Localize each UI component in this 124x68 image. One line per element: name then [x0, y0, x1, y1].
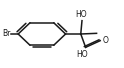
Text: Br: Br	[3, 30, 11, 38]
Text: HO: HO	[75, 10, 87, 19]
Text: HO: HO	[76, 50, 88, 59]
Text: O: O	[102, 36, 108, 45]
